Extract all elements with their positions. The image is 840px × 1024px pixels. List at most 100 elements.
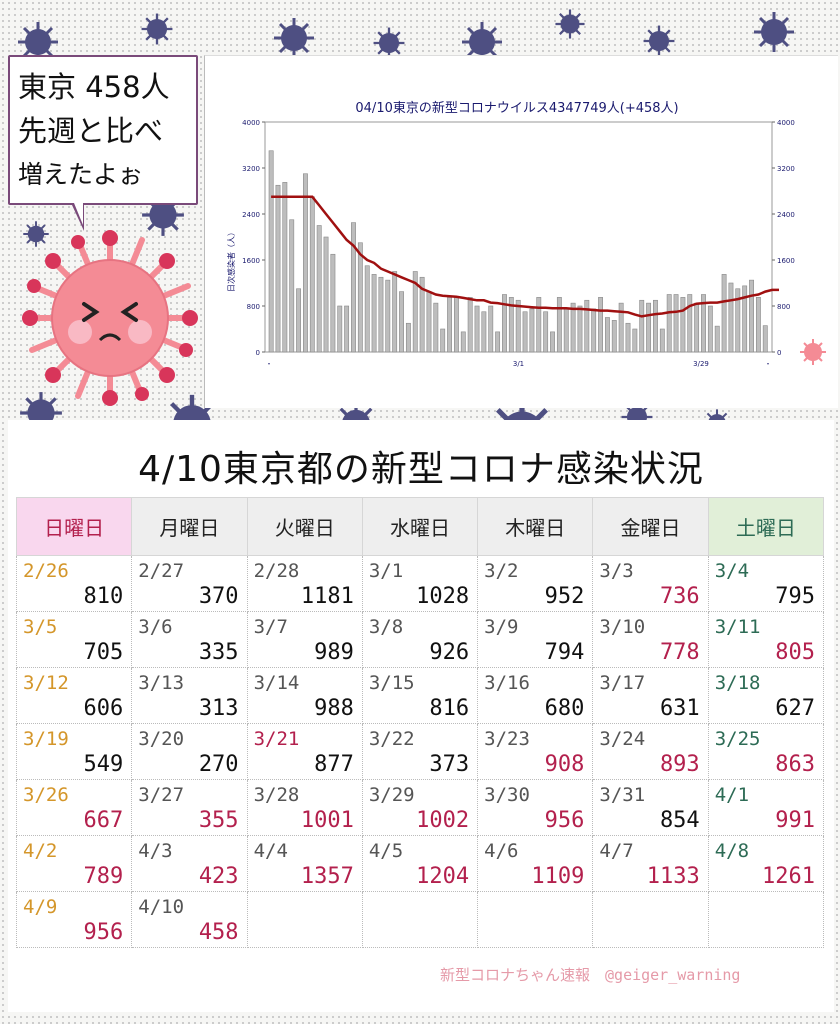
day-count: 794: [544, 640, 585, 665]
day-cell: 3/14 988: [246, 667, 363, 724]
day-cell: 2/27 370: [131, 555, 248, 612]
weekday-header: 土曜日: [707, 497, 825, 556]
bar: [282, 182, 288, 353]
speech-bubble-tail-inner: [74, 203, 83, 225]
bar: [502, 294, 507, 353]
chart-title: 04/10東京の新型コロナウイルス4347749人(+458人): [355, 100, 678, 116]
day-count: 778: [659, 640, 700, 665]
day-cell: 3/7 989: [246, 611, 363, 668]
bar: [412, 271, 418, 353]
y-tick-label-right: 3200: [777, 165, 795, 173]
day-cell: 4/1 991: [707, 779, 825, 836]
bar: [598, 297, 603, 353]
day-cell: 3/23 908: [477, 723, 594, 780]
table-row: 2/26 810 2/27 370 2/28 1181 3/1 1028 3/2 952 3/3 73…: [15, 555, 825, 612]
day-count: 908: [544, 752, 585, 777]
bar: [303, 173, 308, 353]
day-date: 3/24: [599, 728, 646, 750]
bar: [296, 288, 302, 353]
day-count: 1261: [762, 864, 815, 889]
bar: [529, 308, 535, 353]
day-cell: 3/5 705: [15, 611, 133, 668]
y-tick-label-left: 800: [247, 303, 260, 311]
y-tick-label-right: 2400: [777, 211, 795, 219]
bar: [680, 297, 686, 353]
bar: [467, 297, 473, 353]
day-date: 4/4: [253, 840, 288, 862]
bar: [522, 311, 528, 353]
day-cell: 4/2 789: [15, 835, 133, 892]
day-date: 4/8: [714, 840, 750, 862]
bar: [515, 299, 521, 353]
day-date: 3/11: [714, 616, 761, 638]
day-count: 1109: [531, 864, 585, 889]
day-date: 3/13: [138, 672, 185, 694]
day-cell: 2/28 1181: [246, 555, 363, 612]
day-count: 606: [83, 696, 124, 721]
bar: [405, 322, 411, 353]
bar: [344, 305, 350, 353]
day-cell: 3/22 373: [361, 723, 479, 780]
weekday-header: 日曜日: [15, 497, 133, 556]
day-count: 956: [544, 808, 585, 833]
bar: [378, 276, 384, 353]
day-date: 3/31: [599, 784, 646, 806]
moving-average-line: [271, 195, 779, 318]
day-date: 3/5: [23, 616, 58, 638]
bar: [701, 294, 706, 353]
day-cell: [592, 891, 709, 948]
bar: [371, 274, 377, 353]
day-cell: 3/19 549: [15, 723, 133, 780]
day-cell: 3/24 893: [592, 723, 709, 780]
day-date: 3/6: [138, 616, 173, 638]
bar: [618, 302, 624, 353]
table-row: 4/9 956 4/10 458: [15, 891, 825, 948]
day-count: 1357: [300, 864, 354, 889]
table-row: 3/26 667 3/27 355 3/28 1001 3/29 1002 3/30 956 3/3…: [15, 779, 825, 836]
bar: [508, 297, 514, 353]
virus-mascot-icon: [22, 230, 198, 406]
day-date: 3/20: [138, 728, 185, 750]
bar: [646, 302, 652, 353]
day-date: 4/1: [714, 784, 750, 806]
day-cell: 3/12 606: [15, 667, 133, 724]
day-cell: 3/30 956: [477, 779, 594, 836]
bar: [584, 299, 590, 353]
day-date: 3/17: [599, 672, 646, 694]
day-cell: 3/31 854: [592, 779, 709, 836]
day-count: 926: [429, 640, 470, 665]
day-count: 988: [314, 696, 354, 721]
bar: [639, 299, 645, 353]
bar: [721, 274, 727, 353]
bar: [433, 302, 439, 353]
bar: [749, 279, 754, 353]
weekday-header: 木曜日: [477, 497, 594, 556]
day-cell: 3/27 355: [131, 779, 248, 836]
day-cell: 3/3 736: [592, 555, 709, 612]
day-count: 335: [198, 640, 239, 665]
day-date: 4/10: [138, 896, 185, 918]
chart-panel: 04/10東京の新型コロナウイルス4347749人(+458人) 日次感染者（人…: [204, 55, 838, 408]
speech-line-increase: 増えたよぉ: [18, 160, 144, 189]
day-count: 1028: [416, 584, 470, 609]
credit-text: 新型コロナちゃん速報 @geiger_warning: [440, 966, 741, 984]
y-tick-label-left: 2400: [242, 211, 260, 219]
day-count: 863: [775, 752, 815, 777]
day-date: 3/18: [714, 672, 761, 694]
day-cell: 3/6 335: [131, 611, 248, 668]
virus-icon: [555, 9, 585, 39]
bar: [351, 222, 356, 353]
day-count: 989: [314, 640, 354, 665]
day-date: 3/28: [253, 784, 300, 806]
day-cell: [361, 891, 479, 948]
day-count: 736: [659, 584, 700, 609]
day-date: 4/3: [138, 840, 173, 862]
day-date: 3/3: [599, 560, 634, 582]
day-count: 1001: [300, 808, 354, 833]
day-cell: 2/26 810: [15, 555, 133, 612]
day-date: 3/27: [138, 784, 185, 806]
day-date: 3/7: [253, 616, 288, 638]
y-tick-label-right: 800: [777, 303, 790, 311]
day-date: 3/21: [253, 728, 300, 750]
day-count: 1204: [416, 864, 470, 889]
